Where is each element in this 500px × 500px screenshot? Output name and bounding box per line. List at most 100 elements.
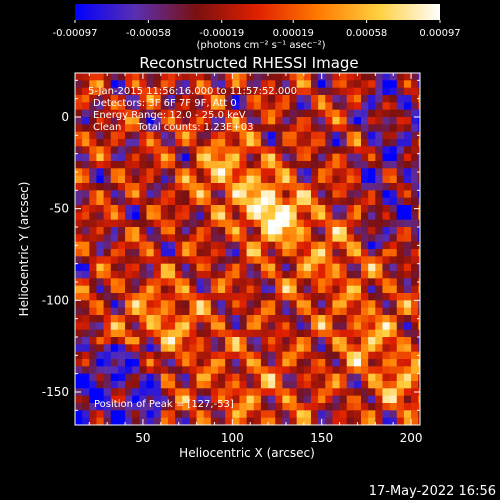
heatmap-cell <box>275 359 283 367</box>
heatmap-cell <box>382 234 391 243</box>
heatmap-cell <box>403 241 412 250</box>
heatmap-cell <box>132 410 140 419</box>
heatmap-cell <box>103 388 112 397</box>
heatmap-cell <box>232 161 241 169</box>
heatmap-cell <box>389 219 398 228</box>
heatmap-cell <box>260 95 269 103</box>
heatmap-cell <box>411 359 419 367</box>
heatmap-cell <box>139 381 148 389</box>
heatmap-cell <box>332 161 341 169</box>
heatmap-cell <box>189 219 198 228</box>
heatmap-cell <box>396 80 405 89</box>
heatmap-cell <box>139 161 148 169</box>
heatmap-cell <box>268 124 276 133</box>
heatmap-cell <box>146 153 155 162</box>
heatmap-cell <box>117 403 126 411</box>
heatmap-cell <box>318 227 326 235</box>
heatmap-cell <box>203 183 212 191</box>
heatmap-cell <box>139 351 148 360</box>
heatmap-cell <box>125 403 133 411</box>
heatmap-cell <box>96 153 105 162</box>
heatmap-cell <box>146 190 155 199</box>
heatmap-cell <box>218 388 226 397</box>
heatmap-cell <box>225 183 233 191</box>
heatmap-cell <box>382 241 391 250</box>
heatmap-cell <box>232 351 241 360</box>
heatmap-cell <box>96 395 105 404</box>
heatmap-cell <box>218 117 226 125</box>
heatmap-cell <box>218 131 226 140</box>
x-axis-label: Heliocentric X (arcsec) <box>179 446 315 460</box>
heatmap-cell <box>96 241 105 250</box>
heatmap-cell <box>239 278 248 287</box>
heatmap-cell <box>353 300 362 309</box>
heatmap-cell <box>325 285 334 294</box>
heatmap-cell <box>382 80 391 89</box>
heatmap-cell <box>75 139 83 147</box>
heatmap-cell <box>346 285 355 294</box>
heatmap-cell <box>411 117 419 125</box>
heatmap-cell <box>318 359 326 367</box>
heatmap-cell <box>218 87 226 96</box>
heatmap-cell <box>303 249 312 257</box>
heatmap-cell <box>132 95 140 103</box>
heatmap-cell <box>225 403 233 411</box>
heatmap-cell <box>382 381 391 389</box>
heatmap-cell <box>132 322 140 331</box>
heatmap-cell <box>303 359 312 367</box>
y-tick-label: 0 <box>61 110 69 124</box>
heatmap-cell <box>361 234 369 243</box>
heatmap-cell <box>382 146 391 155</box>
heatmap-cell <box>375 395 384 404</box>
heatmap-cell <box>332 263 341 272</box>
heatmap-cell <box>282 249 291 257</box>
heatmap-cell <box>246 300 255 309</box>
heatmap-cell <box>339 175 348 184</box>
heatmap-cell <box>182 102 190 111</box>
heatmap-cell <box>246 205 255 213</box>
heatmap-cell <box>110 197 119 206</box>
heatmap-cell <box>182 80 190 89</box>
heatmap-cell <box>382 271 391 279</box>
heatmap-cell <box>196 395 205 404</box>
heatmap-cell <box>339 241 348 250</box>
heatmap-cell <box>167 219 176 228</box>
heatmap-cell <box>339 344 348 353</box>
heatmap-cell <box>303 329 312 338</box>
heatmap-cell <box>282 366 291 375</box>
heatmap-cell <box>96 322 105 331</box>
heatmap-cell <box>210 249 219 257</box>
heatmap-cell <box>303 117 312 125</box>
heatmap-cell <box>89 388 98 397</box>
heatmap-cell <box>160 388 169 397</box>
heatmap-cell <box>189 249 198 257</box>
heatmap-cell <box>260 395 269 404</box>
heatmap-cell <box>117 293 126 301</box>
heatmap-cell <box>418 161 420 169</box>
heatmap-cell <box>182 197 190 206</box>
heatmap-cell <box>153 168 162 177</box>
heatmap-cell <box>268 381 276 389</box>
heatmap-cell <box>117 329 126 338</box>
heatmap-cell <box>160 197 169 206</box>
heatmap-cell <box>203 87 212 96</box>
heatmap-cell <box>175 161 183 169</box>
heatmap-cell <box>232 95 241 103</box>
heatmap-cell <box>153 80 162 89</box>
heatmap-cell <box>146 256 155 265</box>
heatmap-cell <box>189 197 198 206</box>
heatmap-cell <box>146 293 155 301</box>
heatmap-cell <box>96 271 105 279</box>
heatmap-cell <box>396 73 405 81</box>
heatmap-cell <box>282 234 291 243</box>
heatmap-cell <box>325 388 334 397</box>
heatmap-cell <box>361 175 369 184</box>
heatmap-cell <box>153 190 162 199</box>
heatmap-cell <box>103 139 112 147</box>
heatmap-cell <box>96 315 105 323</box>
heatmap-cell <box>296 263 305 272</box>
heatmap-cell <box>210 337 219 345</box>
heatmap-cell <box>232 410 241 419</box>
heatmap-cell <box>82 212 90 221</box>
heatmap-cell <box>167 359 176 367</box>
